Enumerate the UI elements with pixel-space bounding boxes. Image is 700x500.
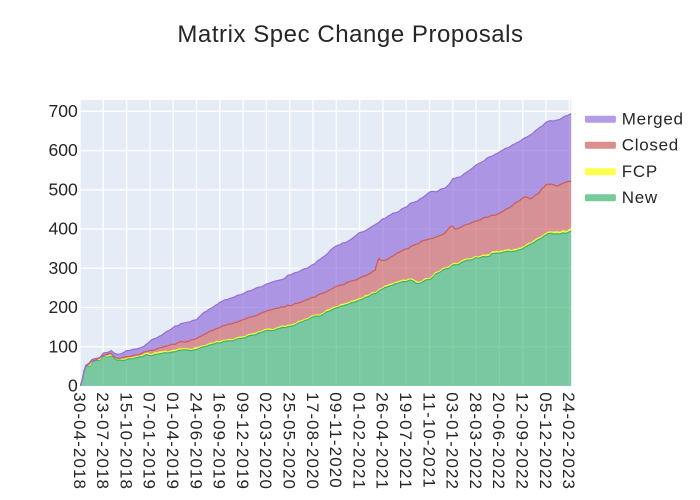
svg-text:16-09-2019: 16-09-2019 xyxy=(210,392,229,490)
svg-text:0: 0 xyxy=(68,376,78,396)
svg-text:26-04-2021: 26-04-2021 xyxy=(373,392,392,490)
svg-text:300: 300 xyxy=(48,258,78,278)
svg-text:30-04-2018: 30-04-2018 xyxy=(70,392,89,490)
svg-text:12-09-2022: 12-09-2022 xyxy=(513,392,532,490)
svg-text:New: New xyxy=(622,188,658,207)
svg-text:09-11-2020: 09-11-2020 xyxy=(326,392,345,489)
svg-text:700: 700 xyxy=(48,101,78,121)
svg-text:Merged: Merged xyxy=(622,110,684,129)
svg-text:24-06-2019: 24-06-2019 xyxy=(186,392,205,490)
svg-text:400: 400 xyxy=(48,219,78,239)
svg-text:11-10-2021: 11-10-2021 xyxy=(419,392,438,489)
svg-text:20-06-2022: 20-06-2022 xyxy=(489,392,508,490)
svg-text:07-01-2019: 07-01-2019 xyxy=(140,392,159,490)
svg-text:100: 100 xyxy=(48,336,78,356)
svg-text:03-01-2022: 03-01-2022 xyxy=(443,392,462,490)
svg-text:FCP: FCP xyxy=(622,162,658,181)
svg-text:05-12-2022: 05-12-2022 xyxy=(536,392,555,490)
svg-text:Matrix Spec Change Proposals: Matrix Spec Change Proposals xyxy=(177,21,523,48)
svg-text:15-10-2018: 15-10-2018 xyxy=(116,392,135,490)
svg-text:01-04-2019: 01-04-2019 xyxy=(163,392,182,490)
svg-text:24-02-2023: 24-02-2023 xyxy=(559,392,578,490)
svg-text:25-05-2020: 25-05-2020 xyxy=(280,392,299,490)
svg-text:600: 600 xyxy=(48,140,78,160)
svg-text:500: 500 xyxy=(48,179,78,199)
svg-text:02-03-2020: 02-03-2020 xyxy=(256,392,275,490)
svg-text:19-07-2021: 19-07-2021 xyxy=(396,392,415,490)
svg-text:09-12-2019: 09-12-2019 xyxy=(233,392,252,490)
svg-text:01-02-2021: 01-02-2021 xyxy=(349,392,368,490)
svg-text:Closed: Closed xyxy=(622,136,679,155)
svg-text:23-07-2018: 23-07-2018 xyxy=(93,392,112,490)
svg-text:200: 200 xyxy=(48,297,78,317)
svg-text:17-08-2020: 17-08-2020 xyxy=(303,392,322,490)
svg-text:28-03-2022: 28-03-2022 xyxy=(466,392,485,490)
